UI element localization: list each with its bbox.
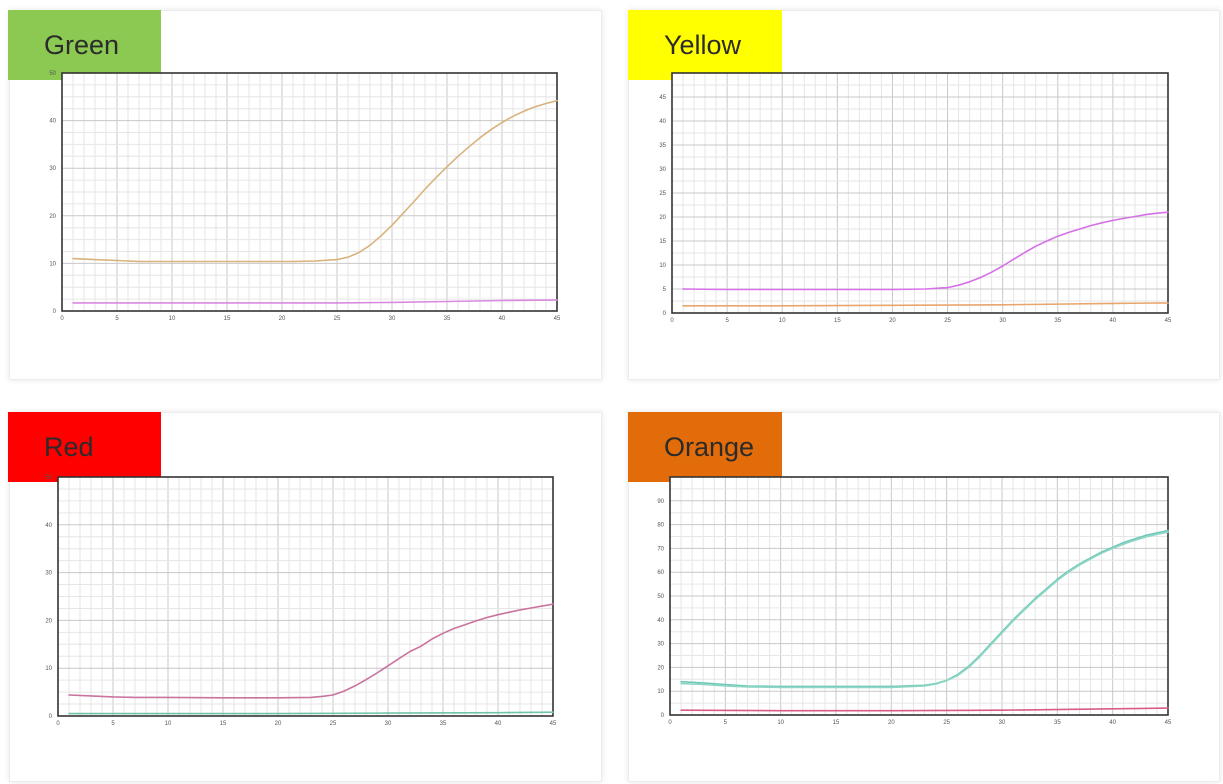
x-tick-label: 40 — [495, 721, 502, 727]
x-tick-label: 5 — [111, 721, 115, 727]
x-tick-label: 5 — [724, 720, 728, 726]
x-tick-label: 0 — [670, 318, 674, 324]
series-line-2 — [682, 302, 1169, 307]
x-tick-label: 15 — [224, 316, 231, 322]
x-tick-label: 30 — [999, 720, 1006, 726]
series-line-3 — [680, 707, 1169, 712]
x-tick-label: 40 — [499, 316, 506, 322]
y-tick-label: 30 — [45, 571, 52, 577]
y-tick-label: 20 — [659, 215, 666, 221]
x-tick-label: 10 — [779, 318, 786, 324]
series-line-1 — [72, 99, 558, 263]
plot-frame — [669, 476, 1169, 716]
x-tick-label: 35 — [1054, 318, 1061, 324]
x-tick-label: 35 — [444, 316, 451, 322]
channel-label-red: Red — [8, 412, 161, 482]
y-tick-label: 0 — [53, 309, 57, 315]
x-tick-label: 40 — [1110, 318, 1117, 324]
y-tick-label: 20 — [657, 665, 664, 671]
x-tick-label: 25 — [334, 316, 341, 322]
x-tick-label: 20 — [888, 720, 895, 726]
y-tick-label: 20 — [49, 214, 56, 220]
y-tick-label: 40 — [659, 119, 666, 125]
x-tick-label: 35 — [440, 721, 447, 727]
y-tick-label: 50 — [45, 475, 52, 481]
x-tick-label: 15 — [220, 721, 227, 727]
y-tick-label: 10 — [49, 261, 56, 267]
plot-frame — [61, 72, 558, 312]
x-tick-label: 45 — [1165, 720, 1172, 726]
x-tick-label: 5 — [725, 318, 729, 324]
y-tick-label: 0 — [49, 714, 53, 720]
y-tick-label: 50 — [657, 594, 664, 600]
plot-frame — [57, 476, 554, 717]
y-tick-label: 30 — [49, 166, 56, 172]
channel-label-green: Green — [8, 10, 161, 80]
x-tick-label: 10 — [777, 720, 784, 726]
x-tick-label: 25 — [943, 720, 950, 726]
y-tick-label: 90 — [657, 499, 664, 505]
x-tick-label: 30 — [999, 318, 1006, 324]
x-tick-label: 25 — [330, 721, 337, 727]
y-tick-label: 80 — [657, 523, 664, 529]
y-tick-label: 40 — [45, 523, 52, 529]
series-line-2 — [68, 711, 554, 715]
y-tick-label: 10 — [657, 689, 664, 695]
y-tick-label: 40 — [657, 618, 664, 624]
y-tick-label: 60 — [657, 570, 664, 576]
x-tick-label: 10 — [169, 316, 176, 322]
y-tick-label: 30 — [657, 642, 664, 648]
x-tick-label: 40 — [1109, 720, 1116, 726]
x-tick-label: 30 — [385, 721, 392, 727]
series-line-2 — [680, 531, 1169, 689]
series-line-1 — [680, 529, 1169, 688]
y-tick-label: 15 — [659, 239, 666, 245]
y-tick-label: 70 — [657, 546, 664, 552]
y-tick-label: 20 — [45, 618, 52, 624]
x-tick-label: 45 — [1165, 318, 1172, 324]
x-tick-label: 20 — [889, 318, 896, 324]
y-tick-label: 10 — [45, 666, 52, 672]
y-tick-label: 40 — [49, 119, 56, 125]
x-tick-label: 15 — [834, 318, 841, 324]
x-tick-label: 20 — [279, 316, 286, 322]
channel-label-orange: Orange — [628, 412, 782, 482]
y-tick-label: 35 — [659, 143, 666, 149]
y-tick-label: 50 — [49, 71, 56, 77]
x-tick-label: 10 — [165, 721, 172, 727]
y-tick-label: 5 — [663, 287, 667, 293]
series-line-2 — [72, 299, 558, 304]
x-tick-label: 25 — [944, 318, 951, 324]
x-tick-label: 0 — [56, 721, 60, 727]
y-tick-label: 0 — [663, 311, 667, 317]
y-tick-label: 0 — [661, 713, 665, 719]
x-tick-label: 15 — [833, 720, 840, 726]
plot-frame — [671, 72, 1169, 314]
x-tick-label: 45 — [554, 316, 561, 322]
y-tick-label: 10 — [659, 263, 666, 269]
y-tick-label: 45 — [659, 95, 666, 101]
x-tick-label: 0 — [668, 720, 672, 726]
channel-label-yellow: Yellow — [628, 10, 782, 80]
y-tick-label: 30 — [659, 167, 666, 173]
x-tick-label: 0 — [60, 316, 64, 322]
x-tick-label: 35 — [1054, 720, 1061, 726]
series-line-1 — [68, 603, 554, 699]
y-tick-label: 25 — [659, 191, 666, 197]
series-line-1 — [682, 211, 1169, 291]
x-tick-label: 20 — [275, 721, 282, 727]
x-tick-label: 30 — [389, 316, 396, 322]
x-tick-label: 5 — [115, 316, 119, 322]
x-tick-label: 45 — [550, 721, 557, 727]
